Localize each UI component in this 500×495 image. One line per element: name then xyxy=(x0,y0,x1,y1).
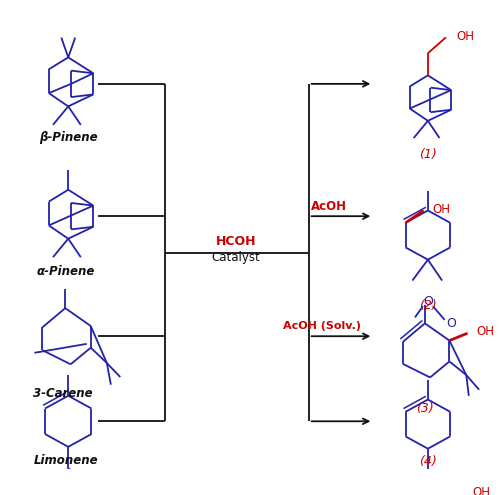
Text: OH: OH xyxy=(456,30,474,43)
Text: Limonene: Limonene xyxy=(34,454,98,467)
Text: (2): (2) xyxy=(419,298,437,311)
Text: 3-Carene: 3-Carene xyxy=(34,388,93,400)
Text: OH: OH xyxy=(477,326,495,339)
Text: Catalyst: Catalyst xyxy=(212,251,260,264)
Text: α-Pinene: α-Pinene xyxy=(36,264,94,278)
Text: OH: OH xyxy=(433,203,451,216)
Text: (4): (4) xyxy=(419,455,437,468)
Text: (1): (1) xyxy=(419,148,437,161)
Text: O: O xyxy=(446,317,456,331)
Text: (3): (3) xyxy=(416,402,434,415)
Text: OH: OH xyxy=(472,486,490,495)
Text: AcOH: AcOH xyxy=(310,200,346,213)
Text: HCOH: HCOH xyxy=(216,235,256,248)
Text: β-Pinene: β-Pinene xyxy=(39,131,98,144)
Text: AcOH (Solv.): AcOH (Solv.) xyxy=(282,321,360,331)
Text: O: O xyxy=(423,295,433,308)
